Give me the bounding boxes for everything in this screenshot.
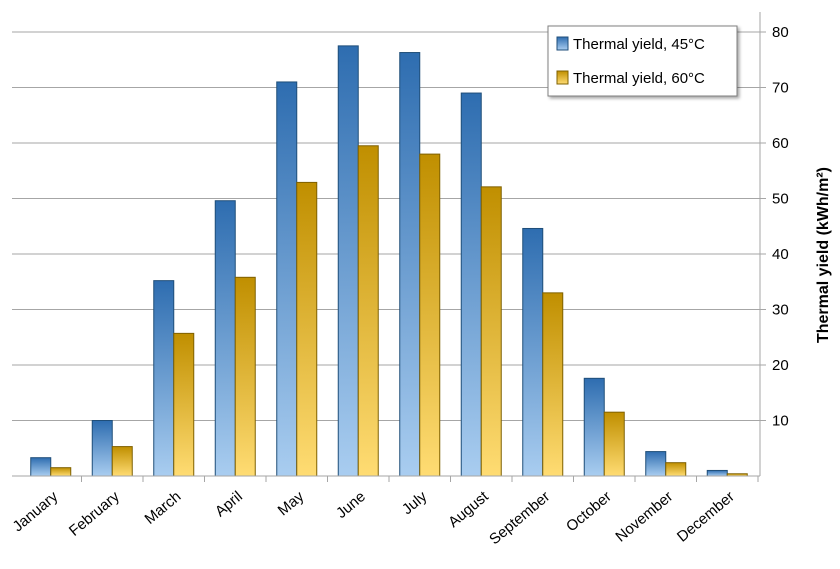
y-tick-label-10: 10: [772, 413, 789, 430]
legend-label-1: Thermal yield, 60°C: [573, 70, 705, 87]
bar-45c-october: [583, 377, 605, 477]
x-tick-label-august: August: [445, 488, 492, 532]
legend-swatch-0: [556, 36, 569, 51]
x-tick-label-july: July: [399, 488, 431, 518]
y-axis-title: Thermal yield (kWh/m²): [815, 167, 832, 343]
bar-45c-august: [460, 92, 482, 477]
x-tick-label-march: March: [141, 488, 184, 528]
bar-45c-december: [706, 469, 728, 477]
bar-45c-september: [522, 227, 544, 477]
x-tick-label-may: May: [275, 488, 308, 520]
bars: [30, 45, 748, 477]
y-tick-label-50: 50: [772, 191, 789, 208]
bar-60c-may: [296, 181, 318, 477]
bar-45c-july: [399, 52, 421, 477]
bar-60c-october: [603, 411, 625, 477]
y-tick-label-80: 80: [772, 24, 789, 41]
legend-items: Thermal yield, 45°C Thermal yield, 60°C: [556, 36, 705, 87]
legend-label-0: Thermal yield, 45°C: [573, 36, 705, 53]
y-tick-label-20: 20: [772, 357, 789, 374]
bar-45c-march: [153, 280, 175, 477]
bar-60c-february: [111, 446, 133, 477]
bar-45c-may: [276, 81, 298, 477]
bar-60c-november: [665, 462, 687, 477]
x-tick-label-september: September: [486, 488, 553, 548]
bar-45c-june: [337, 45, 359, 477]
bar-60c-april: [234, 276, 256, 477]
bar-60c-september: [542, 292, 564, 477]
x-tick-label-april: April: [212, 488, 246, 520]
x-tick-label-november: November: [612, 488, 676, 546]
bar-60c-august: [480, 186, 502, 477]
y-tick-label-60: 60: [772, 135, 789, 152]
bar-45c-january: [30, 457, 52, 477]
gridlines: [12, 31, 760, 421]
bar-45c-february: [91, 420, 113, 477]
legend: [547, 25, 738, 97]
axes: [12, 12, 766, 482]
bar-60c-march: [173, 332, 195, 477]
bar-60c-july: [419, 153, 441, 477]
x-tick-label-june: June: [333, 488, 369, 522]
bar-45c-april: [214, 200, 236, 477]
y-tick-label-30: 30: [772, 302, 789, 319]
y-tick-label-40: 40: [772, 246, 789, 263]
y-tick-label-70: 70: [772, 80, 789, 97]
bar-60c-january: [50, 467, 72, 477]
x-tick-label-december: December: [674, 488, 738, 546]
x-tick-label-february: February: [66, 488, 123, 540]
bar-60c-june: [357, 145, 379, 477]
legend-box: [547, 25, 738, 97]
x-tick-label-january: January: [10, 488, 62, 536]
bar-45c-november: [645, 451, 667, 477]
x-tick-label-october: October: [563, 488, 615, 535]
legend-swatch-1: [556, 70, 569, 85]
